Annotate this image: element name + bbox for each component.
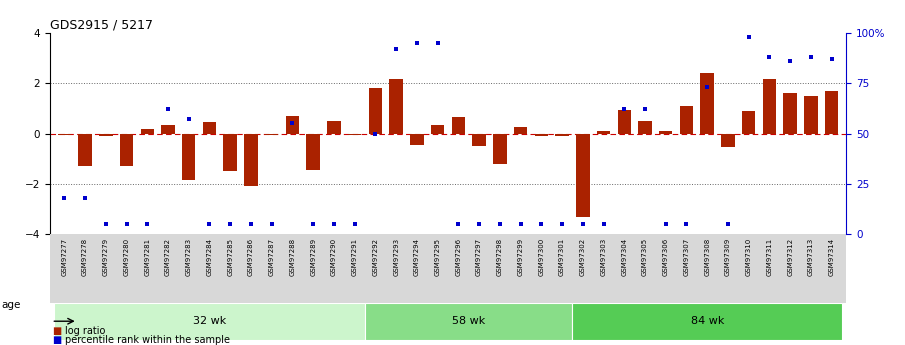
Text: GSM97277: GSM97277 xyxy=(62,238,67,276)
Bar xyxy=(638,121,652,134)
Bar xyxy=(307,134,319,170)
Bar xyxy=(244,134,258,187)
Bar xyxy=(535,134,548,136)
Text: GSM97282: GSM97282 xyxy=(165,238,171,276)
Text: 32 wk: 32 wk xyxy=(193,316,226,326)
Text: GSM97295: GSM97295 xyxy=(434,238,441,276)
Text: GSM97293: GSM97293 xyxy=(393,238,399,276)
Bar xyxy=(573,303,842,340)
Bar xyxy=(680,106,693,134)
Bar xyxy=(328,121,340,134)
Text: GSM97281: GSM97281 xyxy=(144,238,150,276)
Text: GSM97289: GSM97289 xyxy=(310,238,316,276)
Bar xyxy=(784,93,797,134)
Bar xyxy=(763,79,776,134)
Text: GSM97312: GSM97312 xyxy=(787,238,793,276)
Bar xyxy=(410,134,424,145)
Text: GDS2915 / 5217: GDS2915 / 5217 xyxy=(50,19,153,32)
Bar xyxy=(79,134,91,166)
Text: GSM97300: GSM97300 xyxy=(538,238,544,276)
Bar xyxy=(224,134,237,171)
Text: GSM97296: GSM97296 xyxy=(455,238,462,276)
Bar xyxy=(203,122,216,134)
Text: 58 wk: 58 wk xyxy=(452,316,485,326)
Bar xyxy=(140,129,154,134)
Bar xyxy=(617,110,631,134)
Text: GSM97314: GSM97314 xyxy=(829,238,834,276)
Text: GSM97306: GSM97306 xyxy=(662,238,669,276)
Bar xyxy=(556,134,568,136)
Text: GSM97285: GSM97285 xyxy=(227,238,233,276)
Bar xyxy=(576,134,589,217)
Text: GSM97284: GSM97284 xyxy=(206,238,213,276)
Bar xyxy=(182,134,195,180)
Bar xyxy=(805,96,817,134)
Text: GSM97302: GSM97302 xyxy=(580,238,586,276)
Text: GSM97310: GSM97310 xyxy=(746,238,752,276)
Text: log ratio: log ratio xyxy=(65,326,106,336)
Bar xyxy=(431,125,444,134)
Text: GSM97305: GSM97305 xyxy=(642,238,648,276)
Bar xyxy=(596,131,610,134)
Bar xyxy=(514,127,528,134)
Bar xyxy=(472,134,486,146)
Text: GSM97308: GSM97308 xyxy=(704,238,710,276)
Bar xyxy=(99,134,112,136)
Text: GSM97278: GSM97278 xyxy=(82,238,88,276)
Text: ■: ■ xyxy=(52,326,62,336)
Text: GSM97280: GSM97280 xyxy=(123,238,129,276)
Text: GSM97307: GSM97307 xyxy=(683,238,690,276)
Text: GSM97291: GSM97291 xyxy=(352,238,357,276)
Text: GSM97301: GSM97301 xyxy=(559,238,565,276)
Bar xyxy=(389,79,403,134)
Bar xyxy=(721,134,735,147)
Text: GSM97294: GSM97294 xyxy=(414,238,420,276)
Text: GSM97279: GSM97279 xyxy=(103,238,109,276)
Bar xyxy=(54,303,365,340)
Bar xyxy=(161,125,175,134)
Text: GSM97288: GSM97288 xyxy=(290,238,295,276)
Text: GSM97290: GSM97290 xyxy=(331,238,337,276)
Bar xyxy=(493,134,507,164)
Text: 84 wk: 84 wk xyxy=(691,316,724,326)
Text: age: age xyxy=(2,300,21,310)
Text: GSM97287: GSM97287 xyxy=(269,238,275,276)
Text: GSM97299: GSM97299 xyxy=(518,238,524,276)
Bar xyxy=(368,88,382,134)
Text: GSM97297: GSM97297 xyxy=(476,238,482,276)
Bar xyxy=(265,134,279,135)
Text: GSM97286: GSM97286 xyxy=(248,238,254,276)
Bar xyxy=(452,117,465,134)
Bar xyxy=(119,134,133,166)
Text: percentile rank within the sample: percentile rank within the sample xyxy=(65,335,230,345)
Text: GSM97292: GSM97292 xyxy=(372,238,378,276)
Bar xyxy=(742,111,756,134)
Bar xyxy=(659,131,672,134)
Bar xyxy=(700,73,714,134)
Bar xyxy=(825,91,838,134)
Text: GSM97313: GSM97313 xyxy=(808,238,814,276)
Text: GSM97303: GSM97303 xyxy=(601,238,606,276)
Text: GSM97311: GSM97311 xyxy=(767,238,773,276)
Bar xyxy=(58,134,71,135)
Text: GSM97304: GSM97304 xyxy=(621,238,627,276)
Text: GSM97309: GSM97309 xyxy=(725,238,731,276)
Bar xyxy=(348,134,361,135)
Bar xyxy=(286,116,300,134)
Text: GSM97298: GSM97298 xyxy=(497,238,503,276)
Bar xyxy=(365,303,573,340)
Text: ■: ■ xyxy=(52,335,62,345)
Text: GSM97283: GSM97283 xyxy=(186,238,192,276)
